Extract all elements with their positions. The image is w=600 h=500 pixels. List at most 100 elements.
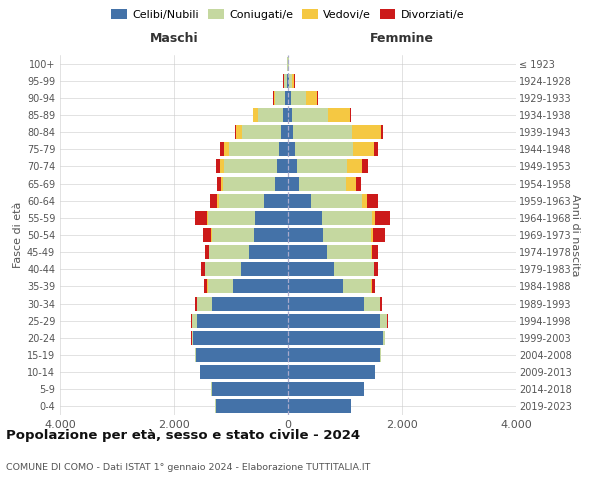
Bar (288, 331, 383, 345)
Bar (289, 74, 292, 88)
Bar (206, 211, 208, 225)
Bar (288, 91, 290, 105)
Bar (224, 142, 229, 156)
Bar (287, 74, 288, 88)
Bar (255, 211, 288, 225)
Bar (297, 160, 347, 173)
Bar (233, 280, 288, 293)
Bar (372, 211, 375, 225)
Bar (235, 125, 236, 139)
Bar (350, 108, 352, 122)
Bar (292, 108, 328, 122)
Bar (236, 125, 242, 139)
Bar (299, 176, 346, 190)
Bar (192, 331, 193, 345)
Bar (374, 142, 378, 156)
Bar (241, 262, 288, 276)
Bar (196, 211, 206, 225)
Bar (220, 160, 224, 173)
Bar (288, 74, 289, 88)
Bar (367, 194, 378, 207)
Bar (288, 262, 334, 276)
Bar (212, 296, 288, 310)
Bar (288, 176, 299, 190)
Bar (211, 194, 217, 207)
Bar (195, 296, 197, 310)
Bar (217, 176, 221, 190)
Bar (288, 228, 323, 242)
Bar (229, 142, 279, 156)
Legend: Celibi/Nubili, Coniugati/e, Vedovi/e, Divorziati/e: Celibi/Nubili, Coniugati/e, Vedovi/e, Di… (107, 5, 469, 24)
Bar (283, 108, 288, 122)
Bar (346, 176, 356, 190)
Bar (274, 91, 275, 105)
Bar (224, 160, 277, 173)
Bar (197, 296, 212, 310)
Bar (192, 314, 197, 328)
Y-axis label: Fasce di età: Fasce di età (13, 202, 23, 268)
Bar (362, 194, 367, 207)
Text: Femmine: Femmine (370, 32, 434, 44)
Bar (209, 245, 248, 259)
Bar (288, 365, 374, 379)
Bar (371, 228, 373, 242)
Bar (275, 91, 285, 105)
Bar (248, 245, 288, 259)
Bar (288, 245, 328, 259)
Bar (284, 74, 287, 88)
Bar (208, 211, 255, 225)
Bar (253, 108, 257, 122)
Bar (362, 160, 368, 173)
Bar (292, 74, 295, 88)
Bar (347, 160, 362, 173)
Text: Popolazione per età, sesso e stato civile - 2024: Popolazione per età, sesso e stato civil… (6, 430, 360, 442)
Bar (371, 280, 376, 293)
Bar (257, 108, 283, 122)
Bar (212, 228, 254, 242)
Bar (352, 125, 381, 139)
Bar (275, 176, 288, 190)
Bar (288, 348, 380, 362)
Bar (242, 125, 281, 139)
Bar (383, 331, 385, 345)
Bar (219, 194, 264, 207)
Bar (373, 228, 385, 242)
Bar (288, 160, 297, 173)
Bar (285, 91, 288, 105)
Bar (223, 176, 275, 190)
Text: COMUNE DI COMO - Dati ISTAT 1° gennaio 2024 - Elaborazione TUTTITALIA.IT: COMUNE DI COMO - Dati ISTAT 1° gennaio 2… (6, 464, 370, 472)
Bar (203, 228, 211, 242)
Bar (293, 125, 352, 139)
Bar (208, 280, 233, 293)
Bar (197, 314, 288, 328)
Bar (264, 194, 288, 207)
Bar (323, 228, 371, 242)
Bar (215, 400, 288, 413)
Bar (217, 194, 219, 207)
Text: Maschi: Maschi (149, 32, 199, 44)
Bar (202, 262, 205, 276)
Bar (288, 280, 343, 293)
Bar (288, 142, 295, 156)
Bar (353, 142, 374, 156)
Bar (205, 245, 209, 259)
Bar (254, 228, 288, 242)
Bar (334, 262, 373, 276)
Bar (200, 365, 288, 379)
Bar (371, 245, 372, 259)
Bar (212, 382, 288, 396)
Bar (221, 176, 223, 190)
Bar (220, 142, 224, 156)
Bar (380, 296, 382, 310)
Bar (196, 348, 288, 362)
Bar (356, 176, 361, 190)
Bar (374, 262, 378, 276)
Bar (288, 296, 364, 310)
Bar (375, 211, 391, 225)
Bar (215, 160, 220, 173)
Bar (381, 125, 383, 139)
Bar (279, 142, 288, 156)
Bar (277, 160, 288, 173)
Bar (343, 280, 371, 293)
Bar (205, 262, 241, 276)
